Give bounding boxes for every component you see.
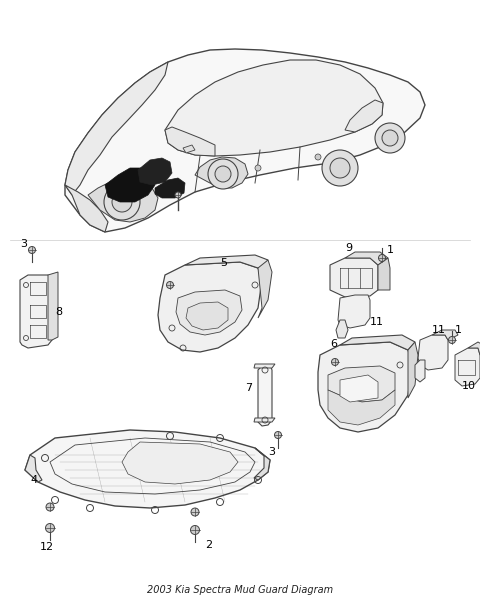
Polygon shape	[330, 258, 378, 297]
Polygon shape	[432, 330, 458, 340]
Circle shape	[330, 158, 350, 178]
Polygon shape	[258, 365, 272, 426]
Circle shape	[379, 255, 385, 261]
Text: 2003 Kia Spectra Mud Guard Diagram: 2003 Kia Spectra Mud Guard Diagram	[147, 585, 333, 595]
Polygon shape	[158, 262, 262, 352]
Polygon shape	[195, 157, 248, 188]
Circle shape	[191, 525, 200, 534]
Polygon shape	[338, 295, 370, 328]
Polygon shape	[65, 49, 425, 232]
Text: 9: 9	[345, 243, 352, 253]
Polygon shape	[468, 342, 480, 355]
Circle shape	[191, 508, 199, 516]
Polygon shape	[48, 272, 58, 340]
Polygon shape	[183, 145, 195, 153]
Polygon shape	[254, 418, 275, 422]
Circle shape	[382, 130, 398, 146]
Circle shape	[275, 432, 281, 438]
Polygon shape	[345, 252, 388, 265]
Circle shape	[46, 523, 55, 533]
Polygon shape	[122, 442, 238, 484]
Circle shape	[332, 359, 338, 365]
Polygon shape	[25, 430, 270, 508]
Polygon shape	[258, 260, 272, 318]
Text: 1: 1	[387, 245, 394, 255]
Text: 12: 12	[40, 542, 54, 552]
Text: 4: 4	[30, 475, 37, 485]
Text: 10: 10	[462, 381, 476, 391]
Polygon shape	[88, 180, 158, 222]
Text: 3: 3	[20, 239, 27, 249]
Text: 3: 3	[268, 447, 275, 457]
Circle shape	[322, 150, 358, 186]
Polygon shape	[340, 375, 378, 402]
Text: 6: 6	[330, 339, 337, 349]
Polygon shape	[165, 60, 383, 156]
Polygon shape	[318, 342, 412, 432]
Text: 7: 7	[245, 383, 252, 393]
Circle shape	[28, 246, 36, 254]
Circle shape	[448, 336, 456, 344]
Polygon shape	[328, 366, 395, 402]
Circle shape	[315, 154, 321, 160]
Polygon shape	[418, 335, 448, 370]
Polygon shape	[185, 255, 268, 268]
Polygon shape	[345, 100, 383, 132]
Polygon shape	[378, 258, 390, 290]
Text: 1: 1	[455, 325, 462, 335]
Circle shape	[375, 123, 405, 153]
Circle shape	[167, 282, 173, 289]
Polygon shape	[65, 185, 108, 232]
Circle shape	[175, 192, 181, 198]
Text: 11: 11	[370, 317, 384, 327]
Polygon shape	[176, 290, 242, 335]
Text: 11: 11	[432, 325, 446, 335]
Polygon shape	[105, 168, 155, 202]
Polygon shape	[336, 320, 348, 338]
Circle shape	[112, 192, 132, 212]
Polygon shape	[138, 158, 172, 185]
Circle shape	[104, 184, 140, 220]
Polygon shape	[328, 390, 395, 425]
Polygon shape	[165, 127, 215, 156]
Polygon shape	[155, 178, 185, 198]
Polygon shape	[408, 342, 418, 398]
Polygon shape	[254, 364, 275, 368]
Polygon shape	[20, 275, 52, 348]
Polygon shape	[415, 360, 425, 382]
Polygon shape	[455, 348, 480, 386]
Polygon shape	[340, 335, 415, 350]
Circle shape	[208, 159, 238, 189]
Polygon shape	[186, 302, 228, 330]
Circle shape	[46, 503, 54, 511]
Polygon shape	[65, 62, 168, 195]
Circle shape	[255, 165, 261, 171]
Text: 8: 8	[55, 307, 62, 317]
Polygon shape	[25, 455, 42, 482]
Circle shape	[215, 166, 231, 182]
Text: 2: 2	[205, 540, 212, 550]
Text: 5: 5	[220, 258, 227, 268]
Polygon shape	[254, 448, 270, 480]
